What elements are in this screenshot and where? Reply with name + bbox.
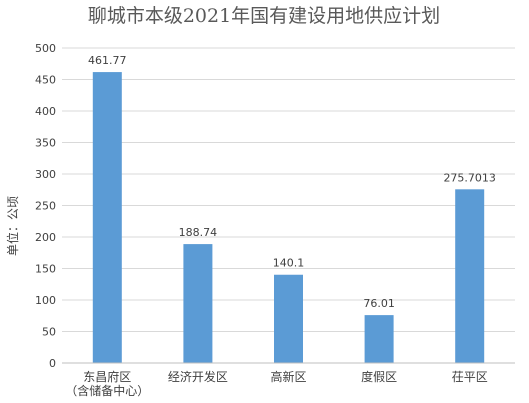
category-label: 东昌府区 (83, 369, 131, 384)
category-labels: 东昌府区（含储备中心） 经济开发区 高新区 度假区 茌平区 (65, 369, 487, 398)
y-tick-label: 450 (35, 74, 56, 87)
category-label: 茌平区 (452, 370, 488, 384)
y-tick-label: 150 (35, 263, 56, 276)
y-tick-label: 100 (35, 294, 56, 307)
category-label: 高新区 (270, 369, 306, 384)
bar (183, 244, 213, 363)
y-tick-label: 500 (35, 42, 56, 55)
chart-title: 聊城市本级2021年国有建设用地供应计划 (88, 5, 440, 27)
bar (92, 72, 122, 363)
bar (455, 189, 485, 363)
data-label: 140.1 (273, 257, 305, 270)
y-tick-label: 300 (35, 168, 56, 181)
y-axis-label: 单位：公顷 (5, 196, 20, 256)
y-tick-label: 400 (35, 105, 56, 118)
category-label: （含储备中心） (65, 383, 149, 398)
data-labels: 461.77 188.74 140.1 76.01 275.7013 (88, 54, 496, 310)
y-tick-label: 200 (35, 231, 56, 244)
category-label: 经济开发区 (168, 369, 228, 384)
bar (274, 274, 303, 363)
y-tick-labels: 0 50 100 150 200 250 300 350 400 450 500 (35, 42, 56, 370)
y-tick-label: 250 (35, 200, 56, 213)
data-label: 461.77 (88, 54, 127, 67)
bar (364, 315, 394, 363)
data-label: 188.74 (179, 226, 218, 239)
y-tick-label: 50 (42, 326, 56, 339)
category-label: 度假区 (361, 369, 397, 384)
data-label: 275.7013 (443, 171, 496, 184)
data-label: 76.01 (363, 297, 395, 310)
y-tick-label: 0 (49, 357, 56, 370)
y-tick-label: 350 (35, 137, 56, 150)
bars (92, 72, 485, 363)
gridlines (62, 47, 515, 332)
